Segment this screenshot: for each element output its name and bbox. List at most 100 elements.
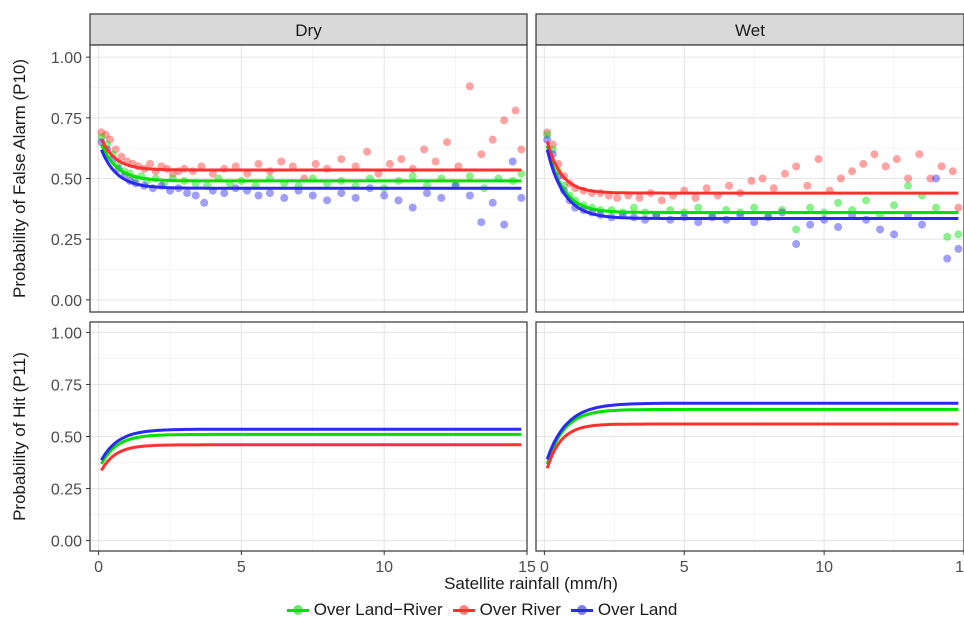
fitted-curve xyxy=(100,443,522,472)
y-tick-label: 0.75 xyxy=(51,111,82,128)
data-point xyxy=(780,169,789,178)
y-tick-label: 0.50 xyxy=(51,172,82,189)
x-axis-title: Satellite rainfall (mm/h) xyxy=(444,574,618,593)
data-point xyxy=(870,150,879,159)
y-tick-label: 0.00 xyxy=(51,293,82,310)
data-point xyxy=(488,198,497,207)
data-point xyxy=(943,232,952,241)
data-point xyxy=(876,225,885,234)
data-point xyxy=(657,196,666,205)
data-point xyxy=(423,189,432,198)
data-point xyxy=(881,162,890,171)
fitted-curve xyxy=(100,432,522,465)
legend-item: Over River xyxy=(452,600,561,620)
data-point xyxy=(254,191,263,200)
y-tick-label: 0.75 xyxy=(51,377,82,394)
data-point xyxy=(408,172,417,181)
data-point xyxy=(374,169,383,178)
data-point xyxy=(500,116,509,125)
data-point xyxy=(948,167,957,176)
data-point xyxy=(702,184,711,193)
data-point xyxy=(834,198,843,207)
data-point xyxy=(385,159,394,168)
data-point xyxy=(454,162,463,171)
x-tick-label: 0 xyxy=(94,559,103,576)
data-point xyxy=(859,159,868,168)
data-point xyxy=(834,223,843,232)
legend-swatch xyxy=(570,603,593,617)
data-point xyxy=(477,218,486,227)
data-point xyxy=(337,155,346,164)
x-tick-label: 10 xyxy=(375,559,393,576)
data-point xyxy=(904,181,913,190)
data-point xyxy=(750,203,759,212)
data-point xyxy=(806,203,815,212)
y-tick-label: 0.00 xyxy=(51,534,82,551)
x-tick-label: 5 xyxy=(237,559,246,576)
data-point xyxy=(465,172,474,181)
data-point xyxy=(915,150,924,159)
y-axis-title: Probability of False Alarm (P10) xyxy=(10,59,29,298)
facet-label: Wet xyxy=(735,21,765,40)
data-point xyxy=(308,191,317,200)
data-point xyxy=(517,145,526,154)
fitted-curve xyxy=(545,145,959,214)
data-point xyxy=(243,169,252,178)
data-point xyxy=(848,167,857,176)
y-tick-label: 0.25 xyxy=(51,232,82,249)
data-point xyxy=(197,162,206,171)
x-tick-label: 15 xyxy=(955,559,964,576)
data-point xyxy=(183,189,192,198)
data-point xyxy=(932,203,941,212)
data-point xyxy=(323,196,332,205)
data-point xyxy=(862,196,871,205)
fitted-curve xyxy=(100,427,522,461)
data-point xyxy=(792,225,801,234)
data-point xyxy=(117,152,126,161)
data-point xyxy=(380,191,389,200)
y-tick-label: 1.00 xyxy=(51,50,82,67)
data-point xyxy=(792,162,801,171)
data-point xyxy=(814,155,823,164)
y-tick-label: 0.50 xyxy=(51,430,82,447)
data-point xyxy=(543,128,552,137)
data-point xyxy=(351,193,360,202)
data-point xyxy=(904,174,913,183)
data-point xyxy=(231,162,240,171)
data-point xyxy=(145,159,154,168)
data-point xyxy=(397,155,406,164)
legend-swatch xyxy=(452,603,475,617)
data-point xyxy=(747,176,756,185)
data-point xyxy=(465,191,474,200)
data-point xyxy=(954,203,963,212)
data-point xyxy=(208,169,217,178)
data-point xyxy=(691,193,700,202)
data-point xyxy=(105,135,114,144)
data-point xyxy=(111,145,120,154)
legend-item: Over Land−River xyxy=(286,600,443,620)
data-point xyxy=(420,145,429,154)
data-point xyxy=(836,174,845,183)
facet-label: Dry xyxy=(295,21,322,40)
data-point xyxy=(191,191,200,200)
data-point xyxy=(443,138,452,147)
data-point xyxy=(431,157,440,166)
data-point xyxy=(277,157,286,166)
data-point xyxy=(758,174,767,183)
faceted-chart: Dry Wet 0.00 0.25 0.50 0.75 1.00 0.00 0.25 0.50 0.… xyxy=(10,13,964,593)
panel-border xyxy=(535,44,964,313)
data-point xyxy=(97,128,106,137)
data-point xyxy=(543,135,552,144)
x-tick-label: 5 xyxy=(680,559,689,576)
fitted-curve xyxy=(100,143,522,183)
data-point xyxy=(694,218,703,227)
y-tick-label: 1.00 xyxy=(51,325,82,342)
data-point xyxy=(890,230,899,239)
data-point xyxy=(806,220,815,229)
data-point xyxy=(543,130,552,139)
data-point xyxy=(394,196,403,205)
x-tick-label: 10 xyxy=(815,559,833,576)
data-point xyxy=(97,133,106,142)
data-point xyxy=(168,169,177,178)
legend-label: Over Land xyxy=(597,600,678,619)
